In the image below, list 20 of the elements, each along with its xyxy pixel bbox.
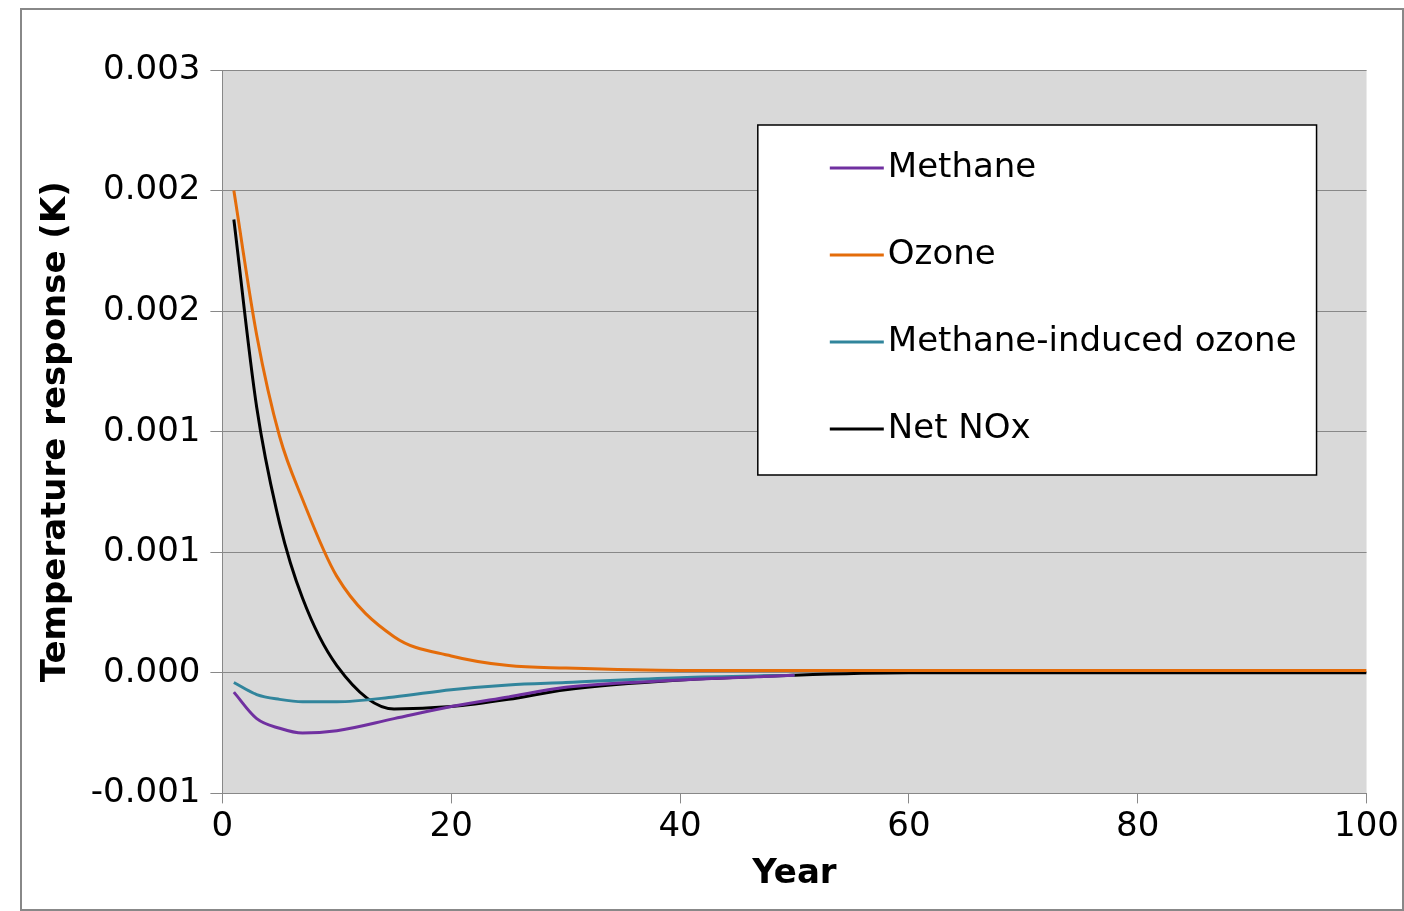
x-tick-label: 0: [211, 803, 234, 844]
y-tick-label: 0.002: [103, 167, 201, 208]
y-tick-label: 0.001: [103, 529, 201, 570]
y-tick-label: 0.003: [103, 46, 201, 87]
y-tick-label: 0.000: [103, 649, 201, 690]
legend-label: Ozone: [887, 231, 996, 272]
x-tick-label: 40: [658, 803, 702, 844]
line-series: [232, 673, 796, 735]
x-tick-label: 20: [429, 803, 473, 844]
y-tick-label: 0.001: [103, 408, 201, 449]
legend-label: Methane-induced ozone: [887, 318, 1297, 359]
y-tick-label: -0.001: [90, 770, 201, 811]
x-axis-title: Year: [751, 851, 837, 892]
x-tick-label: 100: [1334, 803, 1400, 844]
x-tick-label: 60: [887, 803, 931, 844]
legend-label: Methane: [887, 144, 1037, 185]
y-axis-title: Temperature response (K): [33, 181, 74, 683]
legend-label: Net NOx: [887, 405, 1031, 446]
x-tick-label: 80: [1116, 803, 1160, 844]
y-tick-label: 0.002: [103, 287, 201, 328]
